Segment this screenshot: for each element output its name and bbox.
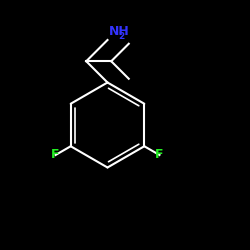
Text: F: F bbox=[155, 148, 164, 162]
Text: 2: 2 bbox=[118, 32, 124, 41]
Text: F: F bbox=[51, 148, 60, 162]
Text: NH: NH bbox=[109, 25, 130, 38]
